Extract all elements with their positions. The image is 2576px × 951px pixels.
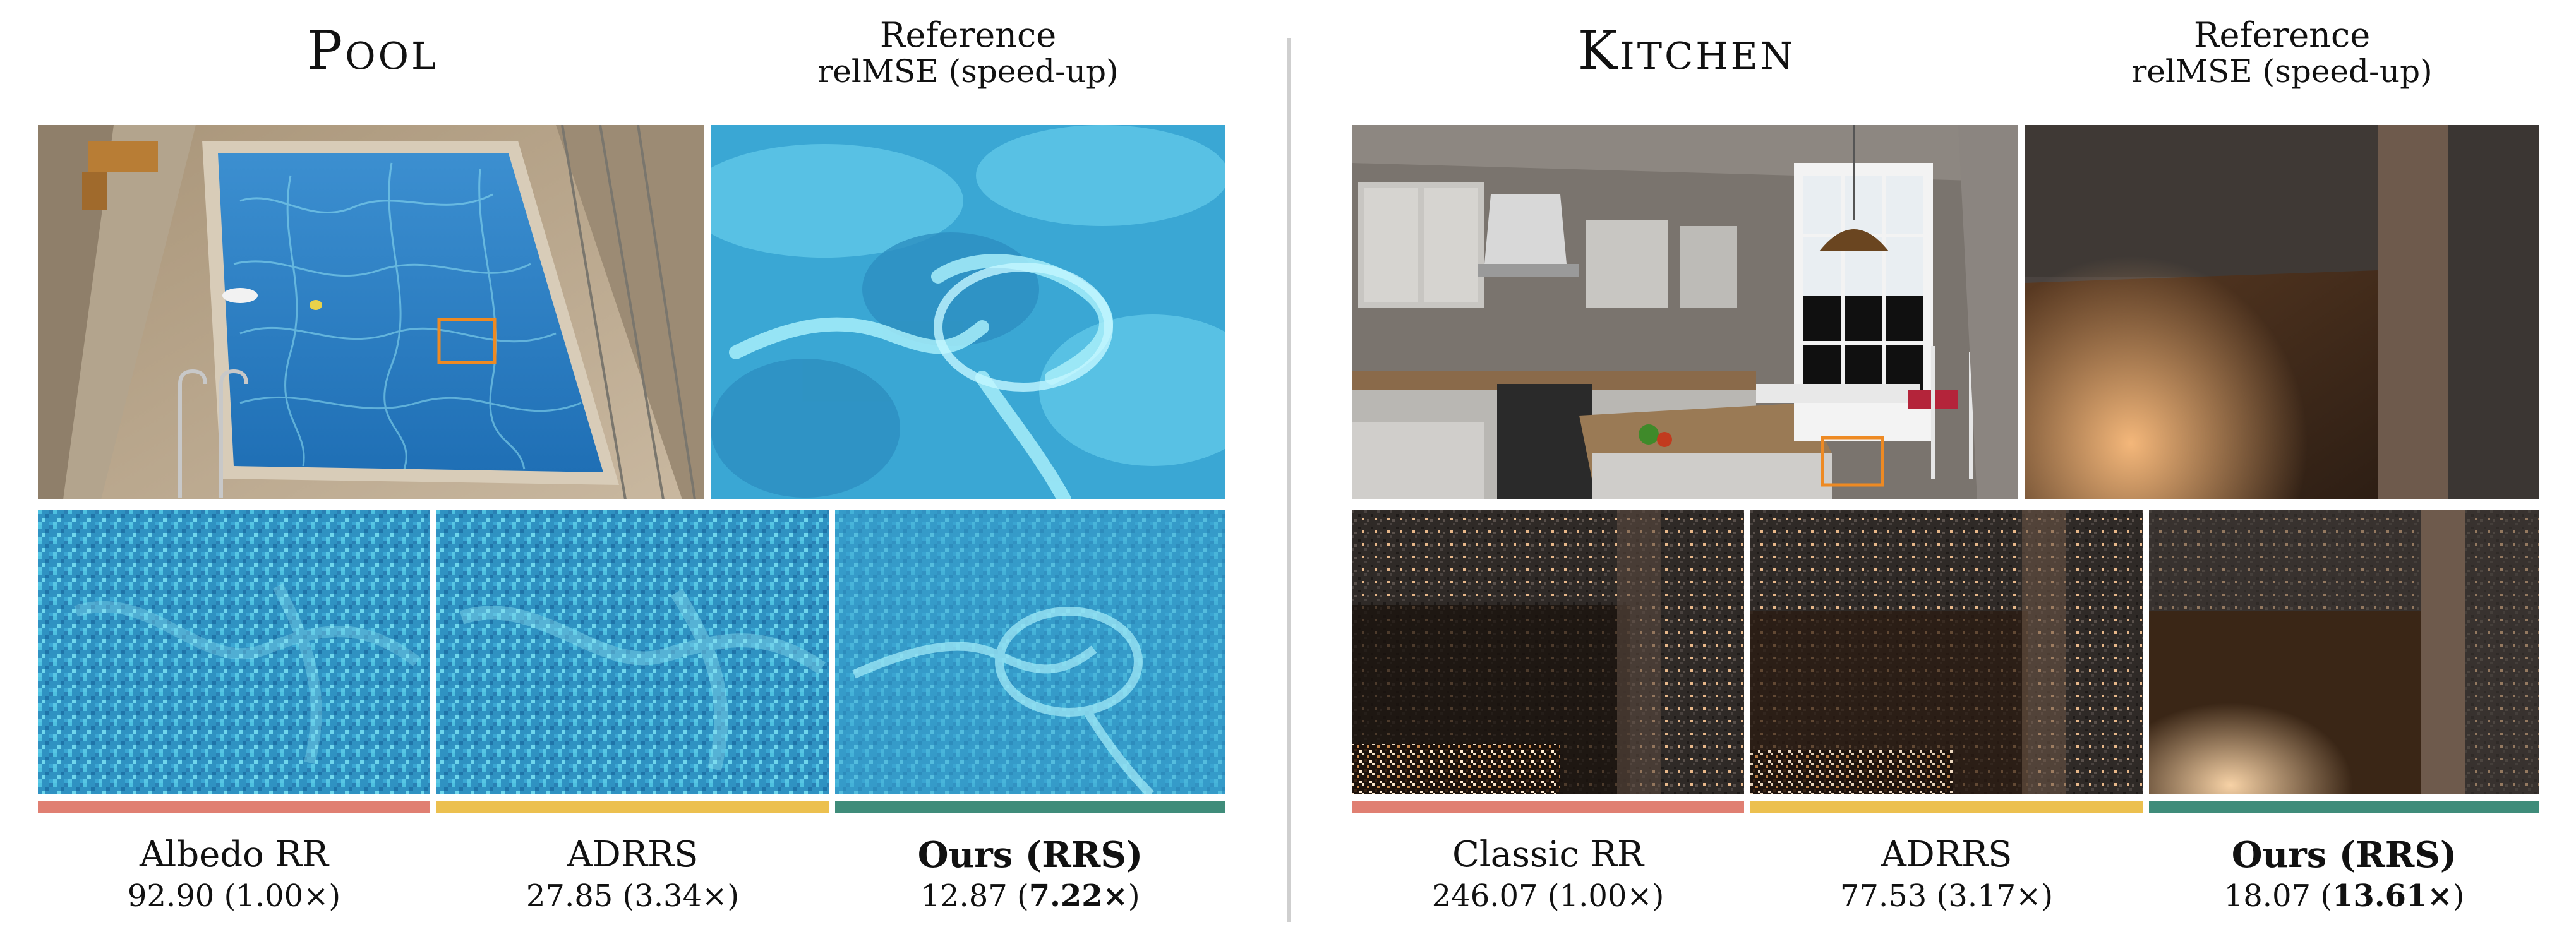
kitchen-classic-rr-label: Classic RR 246.07 (1.00×) — [1352, 834, 1744, 914]
pool-albedo-rr-label: Albedo RR 92.90 (1.00×) — [38, 834, 430, 914]
pool-ours-bar — [835, 801, 1225, 813]
pool-title: Pool — [306, 20, 439, 81]
kitchen-adrrs-bar — [1750, 801, 2143, 813]
pool-reference-label: Reference — [879, 15, 1057, 55]
pool-reference-crop — [711, 125, 1225, 499]
kitchen-reference-label: Reference — [2193, 15, 2371, 55]
method-name: Albedo RR — [139, 834, 329, 875]
kitchen-reference-heading: Reference relMSE (speed-up) — [2025, 15, 2539, 90]
kitchen-metric-label: relMSE (speed-up) — [2131, 52, 2433, 90]
pool-adrrs-crop — [436, 510, 829, 794]
method-score: 27.85 (3.34×) — [526, 878, 740, 914]
kitchen-title: Kitchen — [1577, 20, 1796, 81]
kitchen-ours-crop — [2149, 510, 2539, 794]
pool-adrrs-bar — [436, 801, 829, 813]
pool-albedo-rr-bar — [38, 801, 430, 813]
kitchen-scene-image — [1352, 125, 2018, 499]
pool-scene-image — [38, 125, 704, 499]
kitchen-classic-rr-bar — [1352, 801, 1744, 813]
method-score: 246.07 (1.00×) — [1431, 878, 1664, 914]
pool-adrrs-label: ADRRS 27.85 (3.34×) — [436, 834, 829, 914]
kitchen-adrrs-label: ADRRS 77.53 (3.17×) — [1750, 834, 2143, 914]
pool-albedo-rr-crop — [38, 510, 430, 794]
method-name: ADRRS — [1881, 834, 2013, 875]
pool-ours-label: Ours (RRS) 12.87 (7.22×) — [835, 835, 1225, 914]
kitchen-ours-label: Ours (RRS) 18.07 (13.61×) — [2149, 835, 2539, 914]
kitchen-classic-rr-crop — [1352, 510, 1744, 794]
method-name: ADRRS — [567, 834, 699, 875]
method-score: 92.90 (1.00×) — [127, 878, 341, 914]
kitchen-ours-bar — [2149, 801, 2539, 813]
method-score: 77.53 (3.17×) — [1839, 878, 2054, 914]
kitchen-reference-crop — [2025, 125, 2539, 499]
section-divider — [1287, 38, 1291, 922]
pool-reference-heading: Reference relMSE (speed-up) — [711, 15, 1225, 90]
pool-ours-crop — [835, 510, 1225, 794]
method-score: 12.87 (7.22×) — [920, 878, 1140, 914]
method-name: Classic RR — [1452, 834, 1644, 875]
pool-metric-label: relMSE (speed-up) — [817, 52, 1119, 90]
kitchen-adrrs-crop — [1750, 510, 2143, 794]
method-score: 18.07 (13.61×) — [2224, 878, 2465, 914]
method-name: Ours (RRS) — [917, 834, 1143, 876]
method-name: Ours (RRS) — [2231, 834, 2457, 876]
